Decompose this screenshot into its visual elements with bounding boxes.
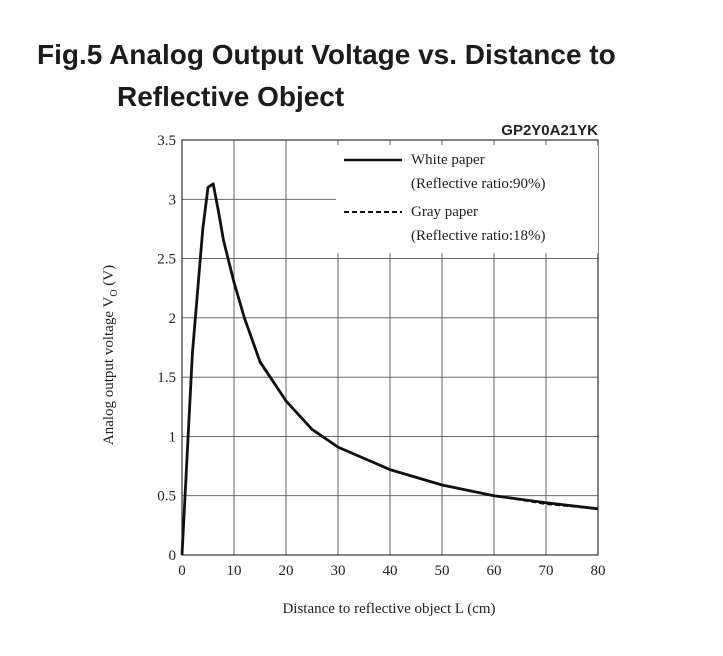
- x-tick-label: 20: [279, 563, 294, 579]
- y-axis-label-main: Analog output voltage V: [101, 297, 117, 446]
- y-tick-label: 0: [169, 548, 177, 564]
- data-lines: [180, 181, 599, 556]
- y-tick-label: 2.5: [157, 252, 176, 268]
- legend-gray-paper-note: (Reflective ratio:18%): [411, 228, 546, 244]
- chart-title-line-1: Fig.5 Analog Output Voltage vs. Distance…: [37, 39, 616, 70]
- x-tick-label: 80: [591, 563, 606, 579]
- x-tick-label: 60: [487, 563, 502, 579]
- x-tick-label: 70: [539, 563, 554, 579]
- x-tick-label: 50: [435, 563, 450, 579]
- chart-title-line-2: Reflective Object: [117, 81, 345, 112]
- y-tick-label: 1: [169, 429, 177, 445]
- x-axis-label: Distance to reflective object L (cm): [282, 601, 495, 617]
- series-line-gray-paper: [181, 181, 599, 556]
- x-tick-label: 0: [178, 563, 186, 579]
- model-label: GP2Y0A21YK: [501, 122, 598, 139]
- y-tick-label: 1.5: [157, 370, 176, 386]
- y-tick-label: 0.5: [157, 489, 176, 505]
- legend-gray-paper-label: Gray paper: [411, 204, 478, 220]
- plot-frame: [181, 139, 599, 556]
- y-tick-label: 2: [169, 311, 177, 327]
- x-tick-label: 10: [227, 563, 242, 579]
- legend-white-paper-note: (Reflective ratio:90%): [411, 176, 546, 192]
- x-tick-label: 30: [331, 563, 346, 579]
- x-tick-label: 40: [383, 563, 398, 579]
- y-tick-label: 3.5: [157, 133, 176, 149]
- y-axis-label-subscript: O: [109, 289, 120, 296]
- legend: White paper (Reflective ratio:90%) Gray …: [336, 145, 598, 253]
- legend-background: [336, 145, 598, 253]
- x-axis-ticks: 0 10 20 30 40 50 60 70 80: [178, 563, 605, 579]
- y-axis-label-unit: (V): [101, 265, 117, 290]
- y-axis-label: Analog output voltage VO (V): [101, 265, 120, 445]
- legend-white-paper-label: White paper: [411, 152, 485, 168]
- y-tick-label: 3: [169, 192, 177, 208]
- y-axis-ticks: 0 0.5 1 1.5 2 2.5 3 3.5: [157, 133, 176, 564]
